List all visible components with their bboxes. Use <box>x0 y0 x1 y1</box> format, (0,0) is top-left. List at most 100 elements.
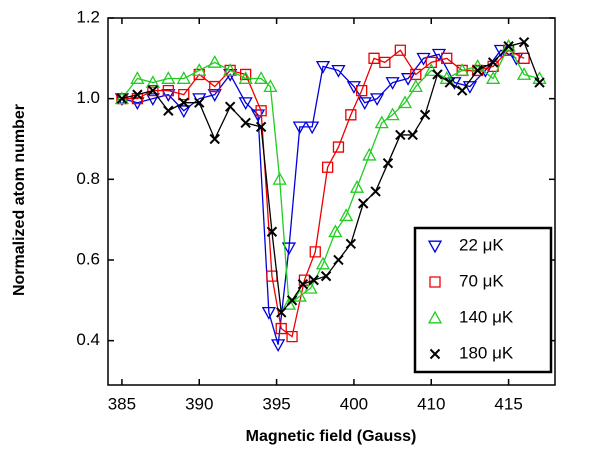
x-tick-label: 400 <box>340 394 368 413</box>
marker <box>516 67 532 80</box>
marker <box>207 89 222 102</box>
legend-label: 180 μK <box>459 343 514 362</box>
marker <box>281 297 297 310</box>
marker <box>349 180 365 193</box>
marker <box>444 77 456 88</box>
marker <box>132 89 143 100</box>
x-tick-label: 395 <box>262 394 290 413</box>
marker <box>271 339 286 353</box>
marker <box>472 65 483 76</box>
marker <box>408 79 423 93</box>
marker <box>518 36 530 48</box>
marker <box>397 95 413 109</box>
legend-label: 22 μK <box>459 235 504 254</box>
legend-marker <box>429 276 441 288</box>
marker <box>286 295 298 306</box>
y-tick-label: 0.8 <box>76 169 100 188</box>
marker <box>357 97 372 111</box>
marker <box>518 52 530 64</box>
marker <box>345 109 357 121</box>
y-tick-label: 0.6 <box>76 249 100 268</box>
marker <box>486 71 501 84</box>
x-tick-label: 415 <box>494 394 522 413</box>
marker <box>370 93 385 106</box>
plot <box>114 36 547 353</box>
marker <box>255 105 267 117</box>
marker <box>368 52 380 64</box>
marker <box>315 60 331 74</box>
marker <box>425 56 437 69</box>
x-tick-label: 410 <box>417 394 445 413</box>
marker <box>145 75 160 88</box>
marker <box>356 84 368 97</box>
marker <box>130 71 145 84</box>
marker <box>345 238 357 250</box>
marker <box>161 71 176 84</box>
marker <box>192 63 207 76</box>
legend-box <box>413 226 553 374</box>
marker <box>297 278 309 290</box>
marker <box>272 171 287 185</box>
marker <box>395 129 406 141</box>
legend-marker <box>427 240 443 254</box>
marker <box>178 97 189 108</box>
plot-frame <box>107 17 556 386</box>
marker <box>328 224 343 238</box>
marker <box>162 84 174 97</box>
marker <box>358 198 369 209</box>
legend-marker <box>429 348 441 360</box>
marker <box>407 129 418 141</box>
marker <box>116 93 128 104</box>
marker <box>362 147 377 161</box>
marker <box>176 105 191 119</box>
marker <box>240 117 251 129</box>
marker <box>266 226 278 237</box>
marker <box>292 121 307 135</box>
marker <box>472 64 484 77</box>
marker <box>238 71 253 84</box>
legend-label: 70 μK <box>459 271 504 290</box>
legend-marker <box>427 310 443 324</box>
marker <box>419 109 431 120</box>
marker <box>209 80 221 93</box>
marker <box>176 71 191 84</box>
y-tick-label: 1.0 <box>76 88 100 107</box>
marker <box>263 79 278 93</box>
marker <box>333 254 344 266</box>
marker <box>308 274 319 286</box>
marker <box>309 246 321 258</box>
marker <box>370 186 381 197</box>
marker <box>410 68 422 81</box>
marker <box>178 88 190 101</box>
marker <box>194 97 205 108</box>
marker <box>266 270 278 282</box>
marker <box>456 85 468 96</box>
marker <box>503 41 514 52</box>
y-tick-label: 0.4 <box>76 330 100 349</box>
marker <box>255 121 267 133</box>
marker <box>207 55 222 68</box>
marker <box>441 52 453 64</box>
marker <box>382 157 394 169</box>
marker <box>224 101 236 112</box>
series-line <box>121 49 525 338</box>
marker <box>261 306 276 320</box>
marker <box>487 57 499 68</box>
marker <box>424 63 439 76</box>
marker <box>286 330 298 343</box>
marker <box>394 44 406 56</box>
y-axis-title: Normalized atom number <box>11 104 28 296</box>
x-tick-label: 390 <box>185 394 213 413</box>
marker <box>276 307 287 318</box>
marker <box>385 77 400 90</box>
marker <box>238 97 253 111</box>
x-axis-title: Magnetic field (Gauss) <box>246 428 417 445</box>
marker <box>379 56 391 69</box>
marker <box>209 133 220 145</box>
marker <box>534 77 545 88</box>
y-tick-label: 1.2 <box>76 7 100 26</box>
marker <box>147 85 159 96</box>
marker <box>331 64 346 78</box>
marker <box>254 71 269 84</box>
